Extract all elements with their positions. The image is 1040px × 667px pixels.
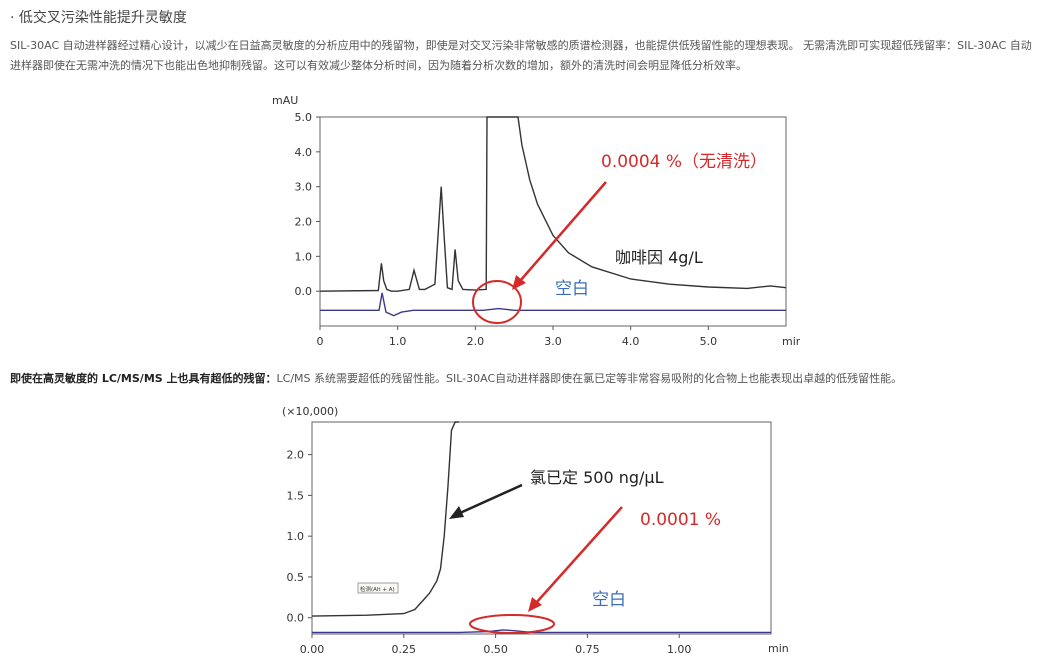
detect-box[interactable] [357,582,399,594]
c2-xtick-label: 0.75 [575,643,600,656]
intro-paragraph: SIL-30AC 自动进样器经过精心设计，以减少在日益高灵敏度的分析应用中的残留… [10,39,1032,72]
chlorhexidine-arrow [459,483,523,515]
carryover-highlight-circle [472,280,522,324]
chlorhexidine-label: 氯已定 500 ng/μL [530,468,664,487]
carryover-arrow [519,181,607,282]
c2-xtick-label: 0.50 [483,643,508,656]
c1-ytick-label: 5.0 [295,111,313,124]
detect-box-label: 检测(Alt + A) [360,585,395,593]
c2-xtick-label: 1.00 [667,643,692,656]
carryover-percent-label: 0.0004 %（无清洗） [601,152,767,172]
c1-ytick-label: 3.0 [295,181,313,194]
carryover2-arrowhead [528,597,542,612]
c1-xtick-label: 2.0 [467,335,485,348]
c2-xtick-label: 0.00 [300,643,325,656]
c2-ytick-label: 2.0 [287,449,305,462]
chart1-ylabel: mAU [272,94,298,107]
carryover2-highlight-ellipse [469,614,555,634]
lcms-paragraph: 即使在高灵敏度的 LC/MS/MS 上也具有超低的残留：LC/MS 系统需要超低… [10,371,1040,387]
carryover2-arrow [535,506,623,604]
blank2-series-line [312,629,771,634]
c2-ytick-label: 0.0 [287,612,305,625]
blank2-label: 空白 [592,590,626,610]
chart1-plot-frame [319,116,787,327]
c1-xtick-label: 0 [317,335,324,348]
carryover-arrowhead [512,275,526,290]
c2-ytick-label: 0.5 [287,571,305,584]
chlorhexidine-carryover-chart: (×10,000) 0.0 0.5 1.0 1.5 2.0 0.00 0.25 0.50 0.… [282,405,789,656]
chlorhexidine-arrowhead [449,506,464,519]
blank-label: 空白 [555,279,589,299]
c1-ytick-label: 0.0 [295,285,313,298]
c2-ytick-label: 1.5 [287,489,305,502]
chlorhexidine-series-line [311,421,459,617]
c1-xtick-label: 3.0 [544,335,562,348]
c1-ytick-label: 1.0 [295,250,313,263]
chart2-ylabel: (×10,000) [282,405,338,418]
blank-series-line [320,292,786,317]
caffeine-series-line [319,116,787,292]
chart1-xlabel: min [782,335,800,348]
c1-xtick-label: 1.0 [389,335,407,348]
c1-xtick-label: 4.0 [622,335,640,348]
caffeine-carryover-chart: mAU 0.01.02.03.04.05.0 0 1.0 2.0 3.0 4.0 5.0 … [272,94,800,348]
c2-xtick-label: 0.25 [392,643,417,656]
c2-ytick-label: 1.0 [287,530,305,543]
lcms-paragraph-text: LC/MS 系统需要超低的残留性能。SIL-30AC自动进样器即使在氯已定等非常… [276,372,903,385]
c1-ytick-label: 4.0 [295,146,313,159]
caffeine-label: 咖啡因 4g/L [615,248,703,267]
chart2-plot-frame [311,421,772,635]
lcms-paragraph-bold: 即使在高灵敏度的 LC/MS/MS 上也具有超低的残留： [10,372,277,385]
c1-ytick-label: 2.0 [295,216,313,229]
chart2-xlabel: min [768,642,789,655]
section-heading: · 低交叉污染性能提升灵敏度 [10,10,187,26]
carryover2-percent-label: 0.0001 % [640,510,721,530]
c1-xtick-label: 5.0 [700,335,718,348]
